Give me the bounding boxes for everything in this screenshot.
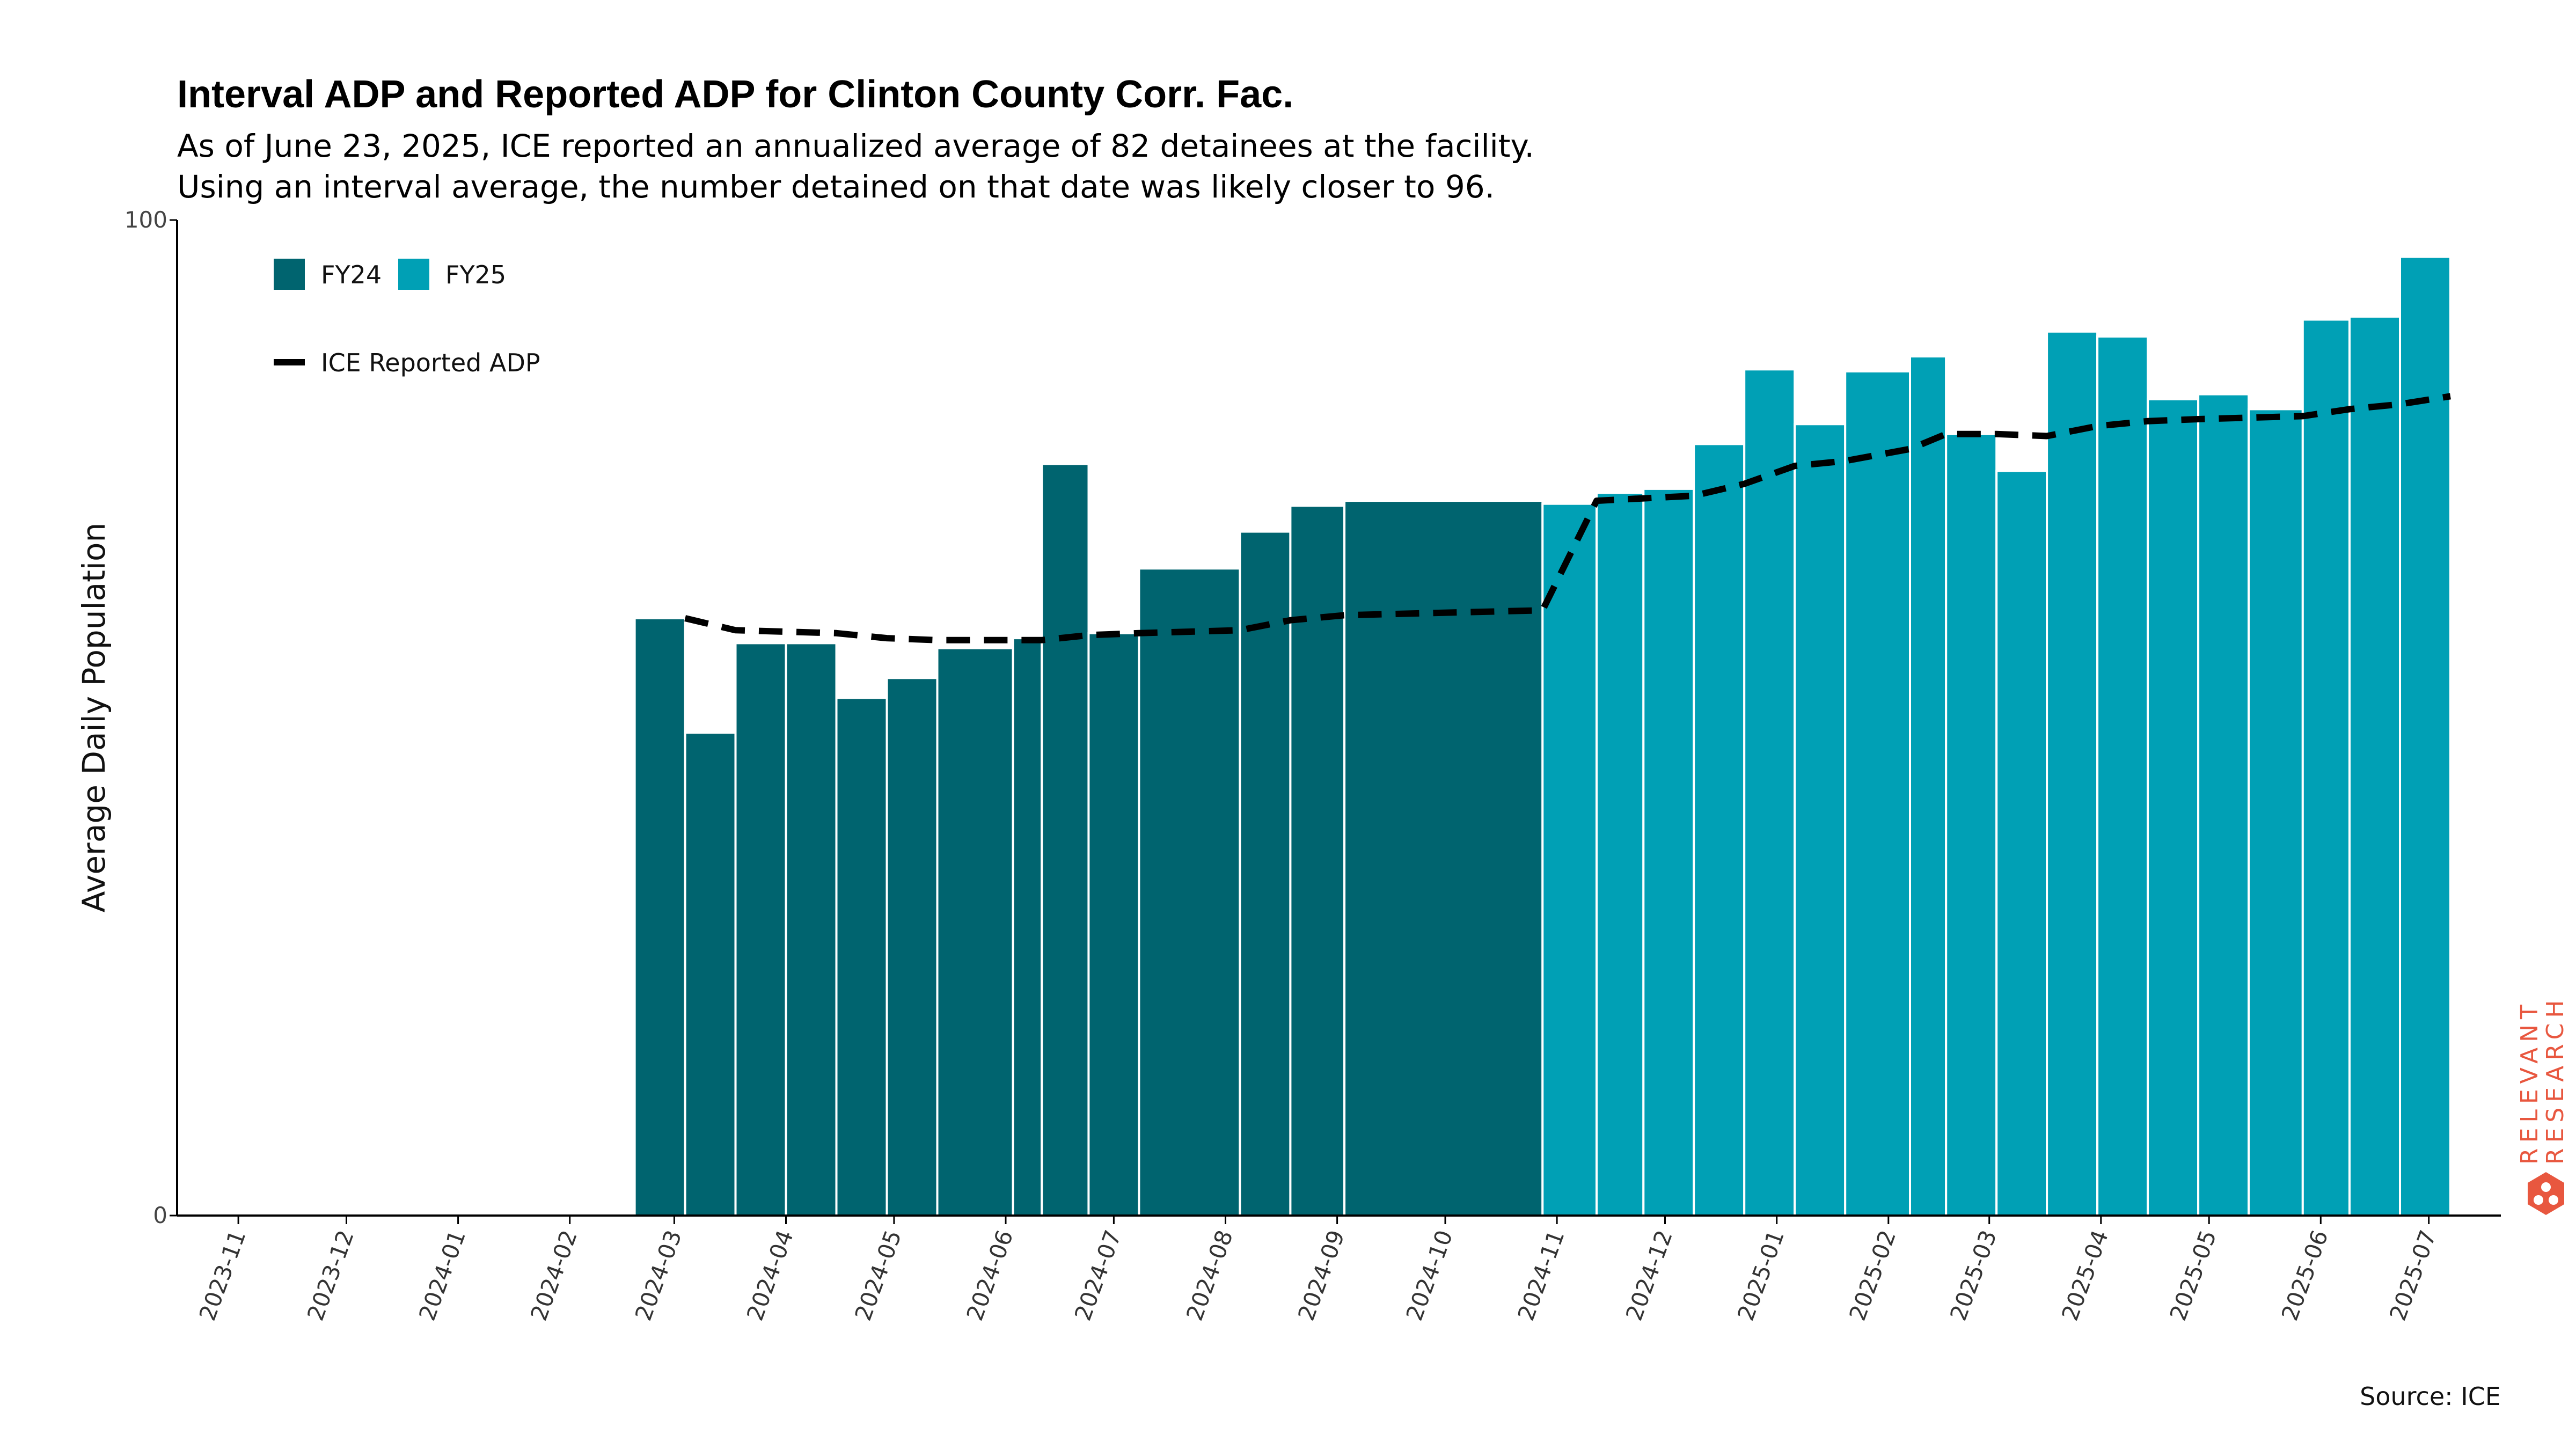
legend-fy25-swatch: [398, 259, 429, 290]
bar-fy24-12: [1289, 504, 1346, 1217]
x-ticks-group: 2023-11 2023-12 2024-01 2024-02 2024-03 2024-…: [194, 1216, 2441, 1324]
y-ticks-group: 0 100: [125, 207, 177, 1228]
legend-fy25-label: FY25: [445, 260, 506, 289]
bar-fy24-3: [785, 642, 838, 1217]
bar-fy24-6: [936, 647, 1014, 1217]
bar-fy24-7: [1012, 637, 1043, 1217]
bar-fy24-1: [684, 731, 737, 1217]
x-tick-label-12: 2024-11: [1512, 1227, 1569, 1324]
ice-reported-adp-line: [684, 393, 2451, 643]
bar-fy24-11: [1239, 530, 1292, 1217]
x-tick-label-6: 2024-05: [850, 1227, 906, 1324]
x-tick-label-9: 2024-08: [1181, 1227, 1238, 1324]
bar-fy24-5: [885, 677, 939, 1217]
brand-mark: RELEVANT RESEARCH: [2516, 995, 2569, 1215]
bar-fy25-11: [2096, 335, 2149, 1217]
x-tick-label-2: 2024-01: [414, 1227, 471, 1324]
x-tick-label-16: 2025-03: [1945, 1227, 2002, 1324]
chart-title: Interval ADP and Reported ADP for Clinto…: [177, 73, 1293, 116]
chart-subtitle-line-2: Using an interval average, the number de…: [177, 169, 1495, 205]
bar-fy25-1: [1596, 492, 1645, 1217]
bar-fy25-17: [2399, 255, 2451, 1217]
x-tick-label-8: 2024-07: [1070, 1227, 1126, 1324]
x-tick-label-0: 2023-11: [194, 1227, 251, 1324]
bar-fy25-16: [2348, 315, 2401, 1217]
bar-fy25-6: [1844, 370, 1911, 1217]
legend-fy24-label: FY24: [321, 260, 382, 289]
x-tick-label-3: 2024-02: [525, 1227, 582, 1324]
y-tick-label-0: 0: [153, 1202, 167, 1228]
legend-fy24-swatch: [274, 259, 305, 290]
bar-fy24-9: [1087, 632, 1140, 1217]
brand-line-1: RELEVANT: [2516, 999, 2543, 1165]
bar-fy25-13: [2197, 393, 2250, 1217]
hexagon-logo-icon: [2528, 1172, 2564, 1215]
bar-fy25-9: [1995, 470, 2048, 1217]
bar-fy24-8: [1041, 463, 1090, 1217]
x-tick-label-10: 2024-09: [1293, 1227, 1350, 1324]
bar-fy25-12: [2147, 398, 2200, 1217]
x-tick-label-7: 2024-06: [961, 1227, 1018, 1324]
bar-fy24-0: [633, 617, 686, 1217]
x-tick-label-19: 2025-06: [2277, 1227, 2333, 1324]
x-tick-label-1: 2023-12: [302, 1227, 359, 1324]
x-tick-label-17: 2025-04: [2057, 1227, 2113, 1324]
x-tick-label-15: 2025-02: [1844, 1227, 1901, 1324]
x-tick-label-11: 2024-10: [1401, 1227, 1458, 1324]
legend: FY24 FY25 ICE Reported ADP: [274, 259, 540, 377]
bar-fy25-14: [2248, 408, 2304, 1217]
x-tick-label-5: 2024-04: [742, 1227, 799, 1324]
bars-group: [633, 255, 2451, 1217]
bar-fy24-4: [835, 697, 888, 1217]
bar-fy25-3: [1693, 443, 1746, 1217]
bar-fy25-10: [2046, 330, 2099, 1217]
chart-subtitle-line-1: As of June 23, 2025, ICE reported an ann…: [177, 128, 1534, 164]
bar-fy25-2: [1642, 487, 1695, 1217]
bar-fy25-4: [1743, 368, 1796, 1217]
bar-fy24-13: [1343, 500, 1544, 1217]
bar-fy24-2: [734, 642, 787, 1217]
y-axis-title: Average Daily Population: [76, 523, 112, 913]
x-tick-label-20: 2025-07: [2384, 1227, 2441, 1324]
bar-fy25-15: [2301, 318, 2351, 1217]
source-note: Source: ICE: [2360, 1382, 2501, 1411]
x-tick-label-14: 2025-01: [1732, 1227, 1789, 1324]
bar-fy25-7: [1909, 355, 1948, 1217]
bar-fy25-8: [1945, 433, 1998, 1217]
y-tick-label-1: 100: [125, 207, 167, 233]
x-tick-label-18: 2025-05: [2165, 1227, 2222, 1324]
x-tick-label-4: 2024-03: [630, 1227, 687, 1324]
x-tick-label-13: 2024-12: [1621, 1227, 1678, 1324]
bar-fy24-10: [1138, 567, 1241, 1217]
bar-fy25-0: [1541, 502, 1598, 1217]
bar-fy25-5: [1794, 423, 1847, 1217]
brand-line-2: RESEARCH: [2542, 995, 2569, 1165]
legend-line-label: ICE Reported ADP: [321, 348, 540, 377]
